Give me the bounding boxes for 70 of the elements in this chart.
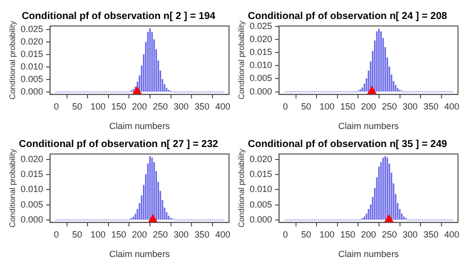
x-tick-label: 400 xyxy=(215,229,230,240)
y-tick-label: 0.020 xyxy=(250,34,272,44)
x-tick-label: 0 xyxy=(282,229,288,240)
y-tick-label: 0.015 xyxy=(20,169,44,180)
y-tick-label: 0.015 xyxy=(250,169,272,180)
y-axis-title: Conditional probability xyxy=(237,148,246,228)
y-tick-label: 0.005 xyxy=(250,199,272,210)
x-tick-label: 50 xyxy=(72,229,82,240)
x-tick-label: 100 xyxy=(319,101,334,112)
x-tick-label: 100 xyxy=(319,229,334,240)
x-tick-label: 300 xyxy=(174,229,189,240)
x-axis-title: Claim numbers xyxy=(109,249,170,260)
x-tick-label: 200 xyxy=(132,229,148,240)
x-tick-label: 0 xyxy=(54,229,59,240)
x-tick-label: 150 xyxy=(111,229,126,240)
x-tick-label: 350 xyxy=(423,101,438,112)
y-tick-label: 0.000 xyxy=(250,86,272,96)
x-tick-label: 150 xyxy=(340,101,356,112)
x-tick-label: 50 xyxy=(72,101,82,112)
y-tick-label: 0.010 xyxy=(20,184,44,194)
x-tick-label: 250 xyxy=(382,101,397,112)
y-tick-label: 0.020 xyxy=(250,154,272,164)
x-tick-label: 300 xyxy=(402,229,418,240)
y-tick-label: 0.005 xyxy=(250,73,272,84)
y-tick-label: 0.025 xyxy=(250,21,272,32)
x-tick-label: 50 xyxy=(301,229,312,240)
x-tick-label: 200 xyxy=(361,101,376,112)
x-axis-title: Claim numbers xyxy=(109,121,170,132)
x-tick-label: 400 xyxy=(444,229,460,240)
x-axis-title: Claim numbers xyxy=(338,249,400,260)
y-tick-label: 0.015 xyxy=(250,47,272,58)
y-tick-label: 0.000 xyxy=(250,214,272,224)
x-tick-label: 300 xyxy=(402,101,418,112)
x-tick-label: 200 xyxy=(132,101,148,112)
y-tick-label: 0.005 xyxy=(20,199,44,210)
y-tick-label: 0.005 xyxy=(20,74,44,84)
x-tick-label: 300 xyxy=(174,101,189,112)
x-tick-label: 150 xyxy=(340,229,356,240)
x-tick-label: 50 xyxy=(301,101,312,112)
y-tick-label: 0.010 xyxy=(250,60,272,70)
y-tick-label: 0.020 xyxy=(20,36,44,47)
x-tick-label: 100 xyxy=(90,229,106,240)
x-tick-label: 200 xyxy=(361,229,376,240)
x-tick-label: 350 xyxy=(194,101,210,112)
chart-title: Conditional pf of observation n[ 35 ] = 249 xyxy=(248,138,448,150)
y-axis-title: Conditional probability xyxy=(8,20,18,100)
y-tick-label: 0.015 xyxy=(20,49,44,60)
x-axis-title: Claim numbers xyxy=(338,121,400,132)
x-tick-label: 400 xyxy=(444,101,460,112)
x-tick-label: 350 xyxy=(423,229,438,240)
chart-title: Conditional pf of observation n[ 24 ] = 208 xyxy=(248,10,448,22)
x-tick-label: 250 xyxy=(152,101,168,112)
x-tick-label: 250 xyxy=(382,229,397,240)
x-tick-label: 250 xyxy=(152,229,168,240)
x-tick-label: 0 xyxy=(54,101,59,112)
y-tick-label: 0.025 xyxy=(20,24,44,34)
chart-title: Conditional pf of observation n[ 2 ] = 194 xyxy=(22,10,216,22)
y-tick-label: 0.010 xyxy=(250,184,272,194)
x-tick-label: 0 xyxy=(282,101,288,112)
x-tick-label: 400 xyxy=(215,101,230,112)
y-tick-label: 0.000 xyxy=(20,214,44,224)
y-axis-title: Conditional probability xyxy=(8,148,18,228)
y-axis-title: Conditional probability xyxy=(237,20,246,100)
x-tick-label: 100 xyxy=(90,101,106,112)
chart-title: Conditional pf of observation n[ 27 ] = 232 xyxy=(18,138,219,150)
x-tick-label: 150 xyxy=(111,101,126,112)
x-tick-label: 350 xyxy=(194,229,210,240)
y-tick-label: 0.000 xyxy=(20,86,44,96)
y-tick-label: 0.010 xyxy=(20,62,44,72)
y-tick-label: 0.020 xyxy=(20,154,44,164)
